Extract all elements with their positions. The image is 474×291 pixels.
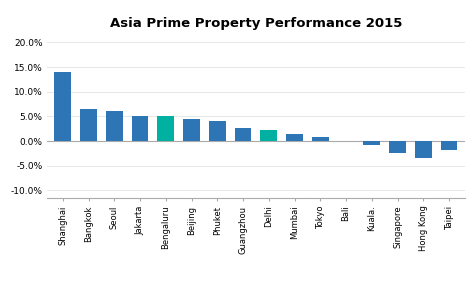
Bar [415,141,432,158]
Bar [132,116,148,141]
Bar [235,128,251,141]
Title: Asia Prime Property Performance 2015: Asia Prime Property Performance 2015 [110,17,402,30]
Bar [364,141,380,145]
Bar [312,137,328,141]
Bar [389,141,406,153]
Bar [183,119,200,141]
Bar [441,141,457,150]
Bar [157,116,174,141]
Bar [106,111,123,141]
Bar [55,72,71,141]
Bar [286,134,303,141]
Bar [80,109,97,141]
Bar [209,121,226,141]
Bar [261,130,277,141]
